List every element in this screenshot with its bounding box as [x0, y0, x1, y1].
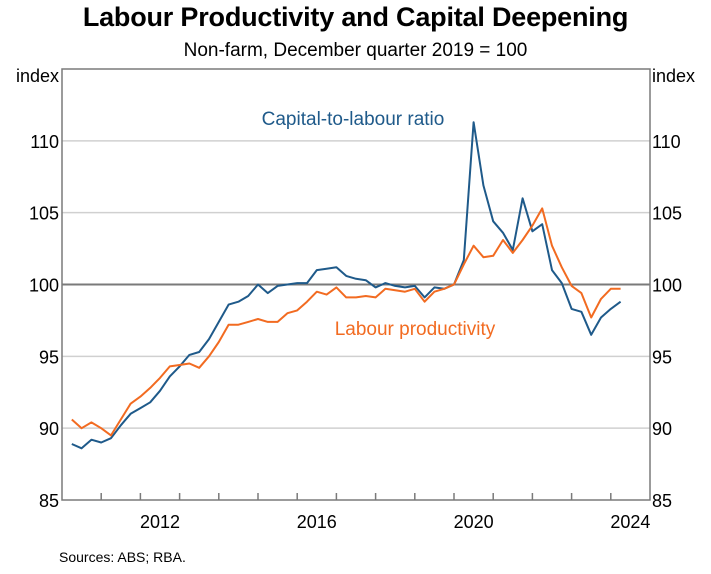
y-tick-label-right: 100: [652, 276, 682, 296]
x-ticks: [100, 493, 612, 500]
y-tick-label-right: 110: [652, 132, 681, 152]
chart-subtitle: Non-farm, December quarter 2019 = 100: [183, 40, 528, 61]
x-tick-label: 2024: [610, 512, 650, 532]
chart-title: Labour Productivity and Capital Deepenin…: [82, 2, 629, 32]
x-tick-label: 2016: [297, 512, 337, 532]
source-note: Sources: ABS; RBA.: [59, 549, 186, 565]
annotation-labour-productivity: Labour productivity: [335, 319, 496, 340]
y-tick-label-right: 90: [652, 419, 672, 439]
y-axis-unit-right: index: [652, 66, 695, 86]
plot-frame: [61, 68, 651, 501]
y-tick-label-left: 105: [29, 204, 59, 224]
y-tick-label-right: 95: [652, 347, 672, 367]
y-tick-label-right: 105: [652, 204, 682, 224]
y-tick-label-left: 110: [30, 132, 59, 152]
y-tick-label-left: 100: [29, 276, 59, 296]
x-tick-label: 2012: [140, 512, 180, 532]
series-lines: [71, 121, 622, 450]
annotation-capital-to-labour-ratio: Capital-to-labour ratio: [262, 109, 445, 130]
y-tick-label-left: 85: [39, 491, 59, 511]
gridlines: [62, 140, 650, 429]
y-tick-label-left: 95: [39, 347, 59, 367]
axis-labels: 85 85 90 90 95 95 100 100 105 105 110 110 2012 2016 20…: [29, 132, 682, 532]
series-line-capital-to-labour-ratio: [71, 121, 622, 450]
y-axis-unit-left: index: [16, 66, 59, 86]
series-line-labour-productivity: [71, 207, 621, 437]
y-tick-label-left: 90: [39, 419, 59, 439]
x-tick-label: 2020: [454, 512, 494, 532]
y-tick-label-right: 85: [652, 491, 672, 511]
